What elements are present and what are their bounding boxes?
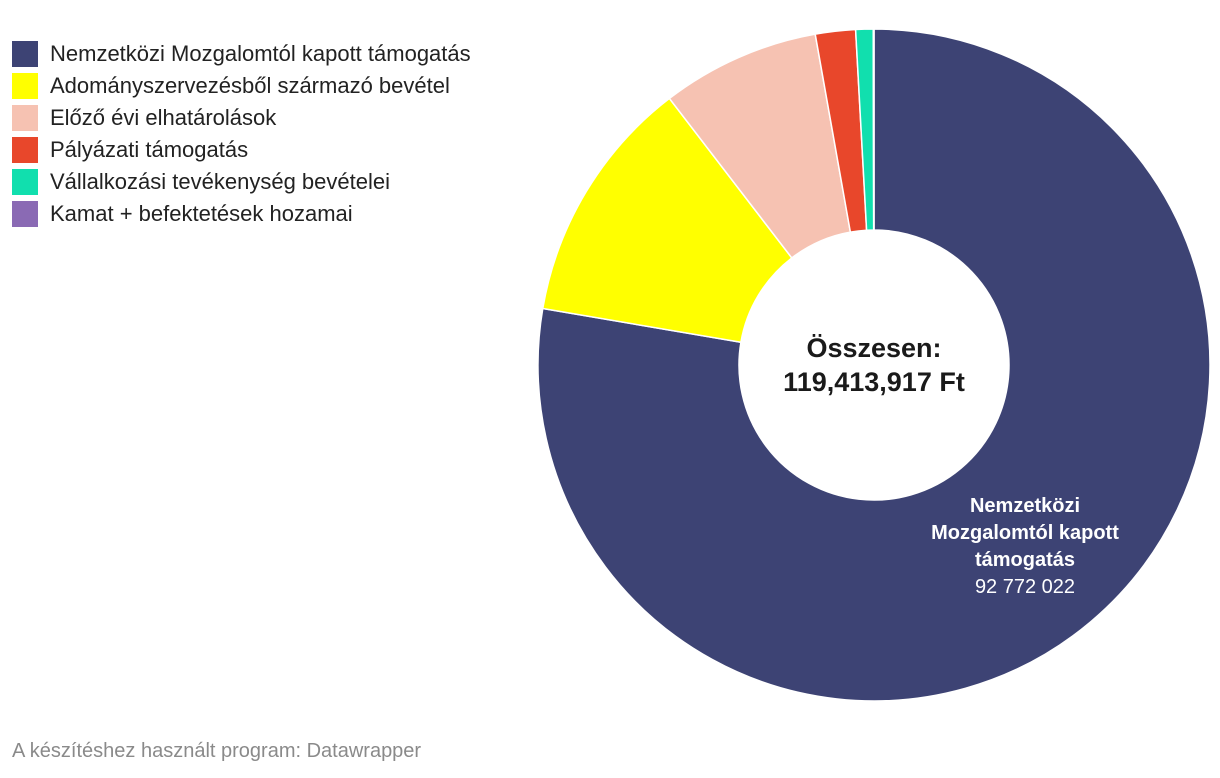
legend-swatch — [12, 105, 38, 131]
slice-value-label: 92 772 022 — [975, 576, 1075, 598]
legend-label: Pályázati támogatás — [50, 137, 249, 162]
legend-swatch — [12, 137, 38, 163]
legend-item: Vállalkozási tevékenység bevételei — [12, 166, 471, 198]
donut-slice — [537, 28, 1211, 702]
legend-item: Kamat + befektetések hozamai — [12, 198, 471, 230]
legend-label: Adományszervezésből származó bevétel — [50, 73, 450, 98]
legend-swatch — [12, 41, 38, 67]
donut-slice — [872, 28, 875, 231]
legend-label: Vállalkozási tevékenység bevételei — [50, 169, 390, 194]
legend-item: Adományszervezésből származó bevétel — [12, 70, 471, 102]
donut-slice — [541, 97, 793, 344]
legend-item: Nemzetközi Mozgalomtól kapott támogatás — [12, 38, 471, 70]
legend: Nemzetközi Mozgalomtól kapott támogatás A… — [12, 38, 471, 230]
slice-data-label: támogatás — [975, 549, 1075, 571]
legend-swatch — [12, 201, 38, 227]
center-total-label: 119,413,917 Ft — [783, 367, 965, 397]
slice-data-label: Mozgalomtól kapott — [931, 522, 1119, 544]
legend-swatch — [12, 169, 38, 195]
legend-label: Előző évi elhatárolások — [50, 105, 277, 130]
footer-credit: A készítéshez használt program: Datawrap… — [12, 740, 422, 762]
legend-item: Pályázati támogatás — [12, 134, 471, 166]
legend-swatch — [12, 73, 38, 99]
legend-label: Nemzetközi Mozgalomtól kapott támogatás — [50, 41, 471, 66]
slice-data-label: Nemzetközi — [970, 495, 1080, 517]
legend-item: Előző évi elhatárolások — [12, 102, 471, 134]
legend-label: Kamat + befektetések hozamai — [50, 201, 353, 226]
center-total-label: Összesen: — [806, 333, 941, 363]
